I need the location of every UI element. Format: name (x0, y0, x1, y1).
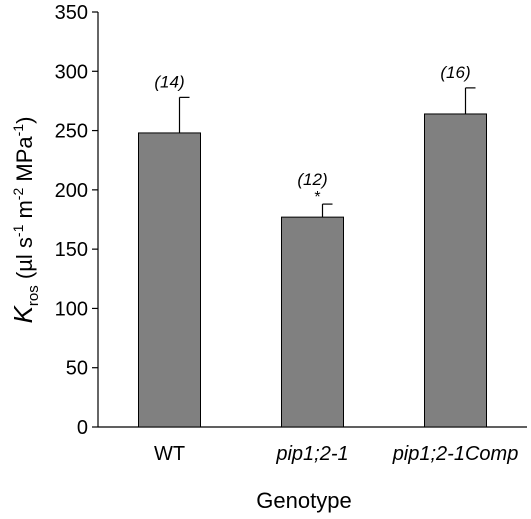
y-axis-subscript: ros (25, 285, 42, 306)
y-tick-label: 0 (77, 417, 88, 439)
bar (424, 113, 487, 428)
sample-size-label: (14) (154, 72, 184, 91)
y-tick-label: 100 (55, 298, 88, 320)
labels: (14) WT *(12) pip1;2-1 (16) pip1;2-1Comp (154, 63, 518, 465)
bars (138, 87, 487, 428)
y-axis-symbol: K (8, 304, 38, 323)
sample-size-label: (16) (440, 63, 470, 82)
x-category-label: pip1;2-1 (275, 443, 348, 465)
bar (138, 132, 201, 428)
significance-marker: * (314, 189, 320, 206)
axes: 0 50 100 150 200 250 300 350 (55, 2, 527, 439)
y-tick-label: 50 (66, 358, 88, 380)
y-axis-unit-open: (µl s (12, 237, 37, 285)
y-axis-unit-mpa: MPa (12, 136, 37, 188)
x-axis-title: Genotype (256, 488, 351, 513)
x-category-label: pip1;2-1Comp (392, 443, 519, 465)
y-axis-exp-3: -1 (10, 124, 26, 137)
y-axis-unit-m: m (12, 200, 37, 224)
y-axis-unit-close: ) (12, 117, 37, 124)
y-axis-exp-1: -1 (10, 224, 26, 237)
bar (281, 216, 344, 428)
y-tick-label: 250 (55, 121, 88, 143)
sample-size-label: (12) (297, 170, 327, 189)
x-category-label: WT (154, 443, 185, 465)
y-tick-label: 300 (55, 61, 88, 83)
y-axis-title: Kros (µl s-1 m-2 MPa-1) (8, 117, 42, 324)
y-tick-label: 350 (55, 2, 88, 24)
y-axis-exp-2: -2 (10, 188, 26, 201)
y-tick-label: 200 (55, 180, 88, 202)
y-tick-label: 150 (55, 239, 88, 261)
